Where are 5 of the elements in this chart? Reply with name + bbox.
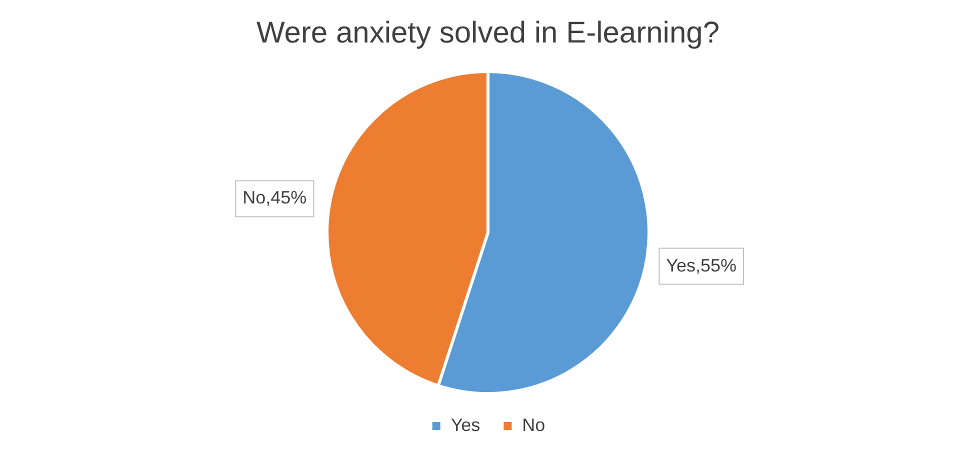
chart-title: Were anxiety solved in E-learning? (256, 16, 720, 50)
legend-label: Yes (450, 414, 480, 435)
legend-label: No (522, 414, 546, 435)
data-label: Yes,55% (666, 255, 737, 276)
data-label: No,45% (242, 188, 307, 208)
